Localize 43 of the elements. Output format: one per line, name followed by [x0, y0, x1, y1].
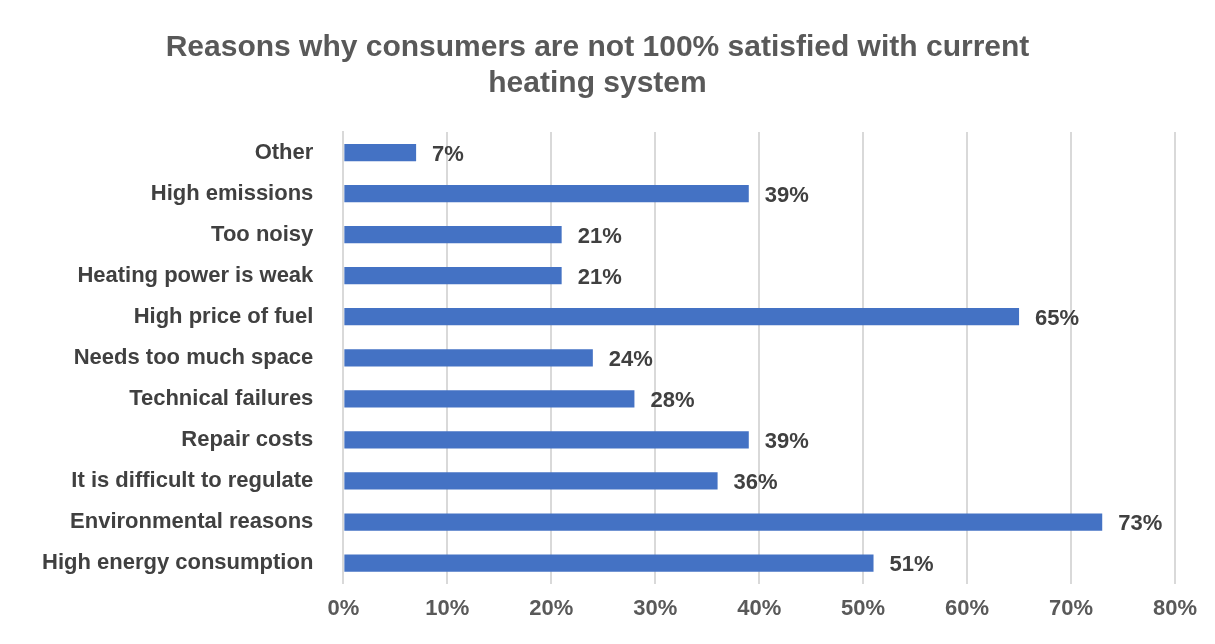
- bar: [344, 390, 635, 408]
- x-tick-label: 0%: [327, 594, 360, 620]
- x-tick-label: 20%: [529, 594, 574, 620]
- data-label: 73%: [1118, 510, 1163, 536]
- y-tick-label: High price of fuel: [133, 302, 314, 328]
- x-tick-label: 30%: [633, 594, 678, 620]
- x-tick-label: 80%: [1152, 594, 1198, 620]
- data-label: 65%: [1035, 304, 1080, 330]
- y-tick-label: Needs too much space: [73, 343, 314, 369]
- data-label: 36%: [733, 469, 778, 495]
- data-label: 21%: [577, 263, 622, 289]
- x-tick-label: 70%: [1049, 594, 1094, 620]
- y-tick-label: Technical failures: [129, 384, 314, 410]
- y-tick-label: High emissions: [150, 179, 314, 205]
- data-label: 24%: [608, 345, 653, 371]
- bar: [344, 308, 1020, 326]
- bar: [344, 226, 562, 244]
- bar: [344, 554, 874, 572]
- x-tick-label: 50%: [841, 594, 886, 620]
- y-tick-label: Repair costs: [181, 425, 314, 451]
- x-tick-label: 60%: [945, 594, 990, 620]
- y-tick-label: Environmental reasons: [70, 508, 314, 534]
- y-tick-label: It is difficult to regulate: [71, 467, 314, 493]
- x-tick-label: 40%: [737, 594, 782, 620]
- bar: [344, 472, 718, 490]
- y-tick-label: High energy consumption: [41, 549, 314, 575]
- bar: [344, 267, 562, 285]
- y-tick-label: Heating power is weak: [77, 261, 315, 287]
- data-label: 39%: [764, 181, 809, 207]
- data-label: 51%: [889, 551, 934, 577]
- y-tick-label: Too noisy: [211, 220, 315, 246]
- bar: [344, 349, 593, 367]
- data-label: 28%: [650, 386, 695, 412]
- data-label: 7%: [432, 140, 464, 166]
- bar: [344, 184, 749, 203]
- bar: [344, 513, 1103, 531]
- y-tick-label: Other: [254, 138, 314, 164]
- bar: [344, 143, 417, 162]
- bar: [344, 431, 749, 449]
- chart-title: Reasons why consumers are not 100% satisfied with current heating system: [165, 29, 1030, 99]
- data-label: 21%: [577, 222, 622, 248]
- data-label: 39%: [764, 427, 809, 453]
- x-tick-label: 10%: [425, 594, 470, 620]
